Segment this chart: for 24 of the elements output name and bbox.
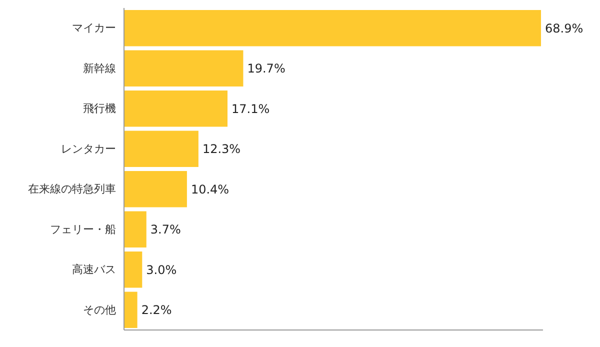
y-tick-label: フェリー・船: [50, 222, 116, 236]
data-label: 2.2%: [141, 303, 172, 318]
bar: [124, 90, 228, 127]
data-label: 68.9%: [545, 21, 584, 36]
bar: [124, 211, 146, 248]
y-tick-label: 在来線の特急列車: [28, 182, 116, 196]
y-tick-label: 新幹線: [83, 62, 116, 75]
y-tick-label: マイカー: [72, 22, 116, 35]
data-label: 3.7%: [150, 222, 181, 237]
bar: [124, 50, 244, 86]
data-label: 3.0%: [146, 262, 177, 277]
bar: [124, 252, 142, 288]
bar: [124, 10, 541, 46]
y-tick-label: その他: [83, 303, 116, 316]
y-tick-label: レンタカー: [61, 142, 116, 156]
data-label: 17.1%: [231, 102, 270, 116]
bar: [124, 130, 198, 167]
data-label: 19.7%: [247, 62, 286, 76]
data-label: 10.4%: [190, 182, 230, 196]
bar: [124, 171, 187, 208]
bar: [124, 292, 138, 328]
data-label: 12.3%: [202, 142, 241, 156]
y-tick-label: 飛行機: [83, 102, 116, 116]
y-tick-label: 高速バス: [72, 263, 116, 276]
